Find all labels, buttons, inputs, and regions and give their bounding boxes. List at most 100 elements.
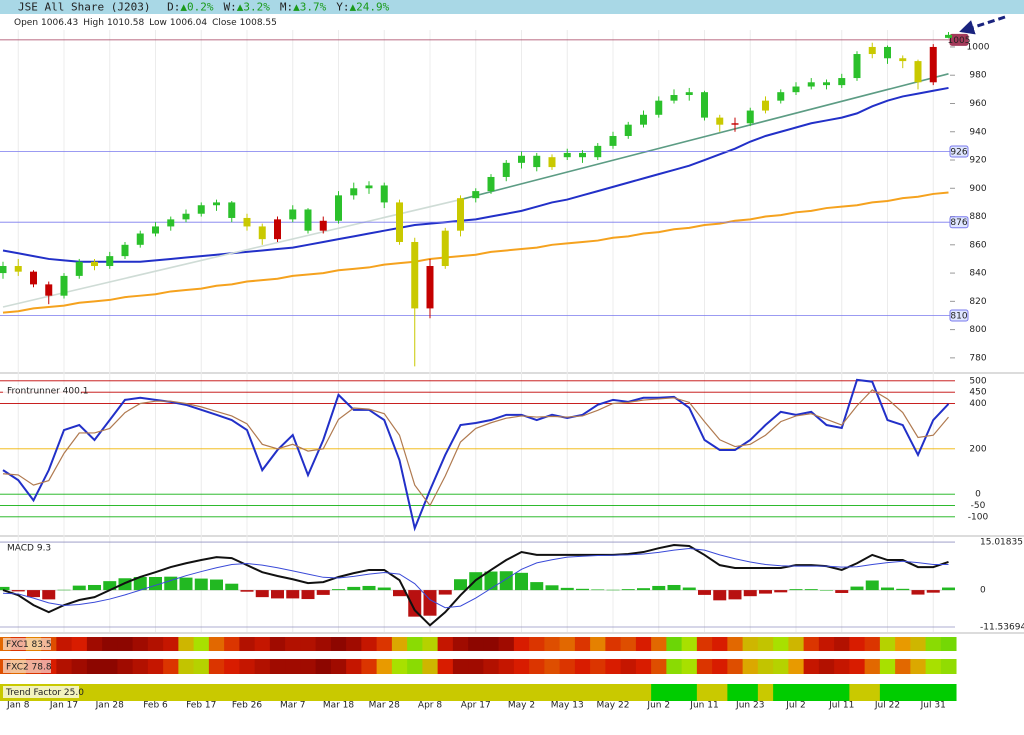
histogram-bar (759, 590, 772, 594)
heat-cell (422, 659, 439, 674)
candle-body (502, 162, 510, 177)
candle-body (121, 244, 129, 257)
x-tick-label: Feb 17 (186, 701, 216, 711)
heat-cell (712, 659, 728, 674)
level-label: 926 (950, 148, 967, 158)
candle-body (258, 226, 266, 240)
heat-cell (559, 659, 576, 674)
heat-cell (498, 637, 515, 651)
heat-cell (574, 659, 591, 674)
trend-cell (208, 684, 225, 701)
trend-cell (544, 684, 561, 701)
level-badge (949, 216, 969, 229)
trend-cell (452, 684, 469, 701)
histogram-bar (774, 590, 788, 593)
candle-body (945, 34, 952, 38)
heat-cell (879, 659, 896, 674)
histogram-bar (301, 590, 315, 600)
trendline (460, 73, 949, 201)
trend-cell (925, 684, 942, 701)
histogram-bar (225, 583, 239, 591)
heat-cell (803, 659, 820, 674)
y-tick-label: 500 (969, 376, 986, 386)
trend-cell (605, 684, 622, 701)
trend-cell (895, 684, 911, 701)
heat-cell (224, 637, 240, 651)
heat-cell (361, 659, 378, 674)
heat-cell (346, 659, 362, 674)
panel-label-bg (3, 385, 81, 397)
candle-body (518, 155, 525, 163)
pointer-arrow (959, 15, 1006, 35)
candle-body (396, 202, 403, 242)
header-bar (0, 0, 1024, 14)
heat-cell (391, 637, 408, 651)
candle-body (624, 124, 632, 136)
trend-cell (376, 684, 393, 701)
heat-cell (742, 637, 759, 651)
histogram-bar (881, 587, 894, 591)
heat-cell (163, 659, 179, 674)
heat-cell (788, 659, 805, 674)
heat-cell (452, 637, 469, 651)
y-tick-label: 400 (969, 399, 986, 409)
heat-cell (254, 659, 271, 674)
line-series (2, 548, 949, 609)
y-tick-label: -11.53694 (980, 623, 1024, 633)
trend-cell (788, 684, 805, 701)
heat-cell (605, 659, 622, 674)
panel-label: Frontrunner 400.1 (7, 387, 88, 397)
heat-cell (300, 637, 317, 651)
heat-cell (681, 659, 698, 674)
candle-body (579, 152, 586, 158)
x-tick-label: Mar 18 (323, 701, 355, 711)
histogram-bar (118, 578, 132, 591)
heat-cell (498, 659, 515, 674)
x-tick-label: Jun 23 (735, 701, 764, 711)
histogram-bar (896, 588, 910, 591)
x-tick-label: Jan 17 (49, 701, 78, 711)
heat-cell (239, 659, 256, 674)
candle-body (441, 230, 449, 267)
histogram-bar (255, 590, 269, 598)
heat-cell (895, 637, 911, 651)
histogram-bar (0, 586, 10, 591)
heat-cell (102, 659, 118, 674)
heat-cell (437, 637, 454, 651)
candle-body (823, 82, 830, 86)
heat-cell (117, 659, 134, 674)
trend-cell (742, 684, 759, 701)
x-tick-label: Apr 8 (418, 701, 442, 711)
heat-cell (727, 637, 744, 651)
histogram-bar (240, 590, 254, 592)
candle-body (350, 188, 358, 196)
heat-cell (208, 659, 225, 674)
candle-body (777, 92, 785, 101)
heat-cell (696, 659, 713, 674)
heat-cell (285, 637, 301, 651)
candle-body (899, 58, 907, 62)
trend-cell (147, 684, 164, 701)
stat-label: W: (223, 1, 236, 14)
histogram-bar (545, 585, 559, 591)
line-series (2, 389, 949, 507)
x-tick-label: Jan 28 (95, 701, 124, 711)
trend-cell (269, 684, 286, 701)
candle-body (380, 185, 388, 203)
candle-body (609, 135, 617, 146)
histogram-bar (911, 590, 925, 595)
y-tick-label: 860 (969, 240, 986, 250)
stat-label: Y: (336, 1, 349, 14)
plot-area: Jan 8 Jan 17 Jan 28 Feb 6 Feb 17 Feb 26 Mar 7 M… (0, 30, 1024, 711)
heat-cell (620, 659, 637, 674)
x-tick-label: Jul 2 (785, 701, 805, 711)
x-tick-label: Mar 28 (369, 701, 401, 711)
histogram-bar (88, 584, 101, 591)
stat-change: ▲0.2% (180, 1, 213, 14)
heat-cell (513, 637, 530, 651)
heat-cell (635, 659, 652, 674)
level-label: 876 (950, 218, 967, 228)
trend-cell (102, 684, 118, 701)
histogram-bar (621, 589, 635, 591)
histogram-bar (804, 589, 818, 591)
